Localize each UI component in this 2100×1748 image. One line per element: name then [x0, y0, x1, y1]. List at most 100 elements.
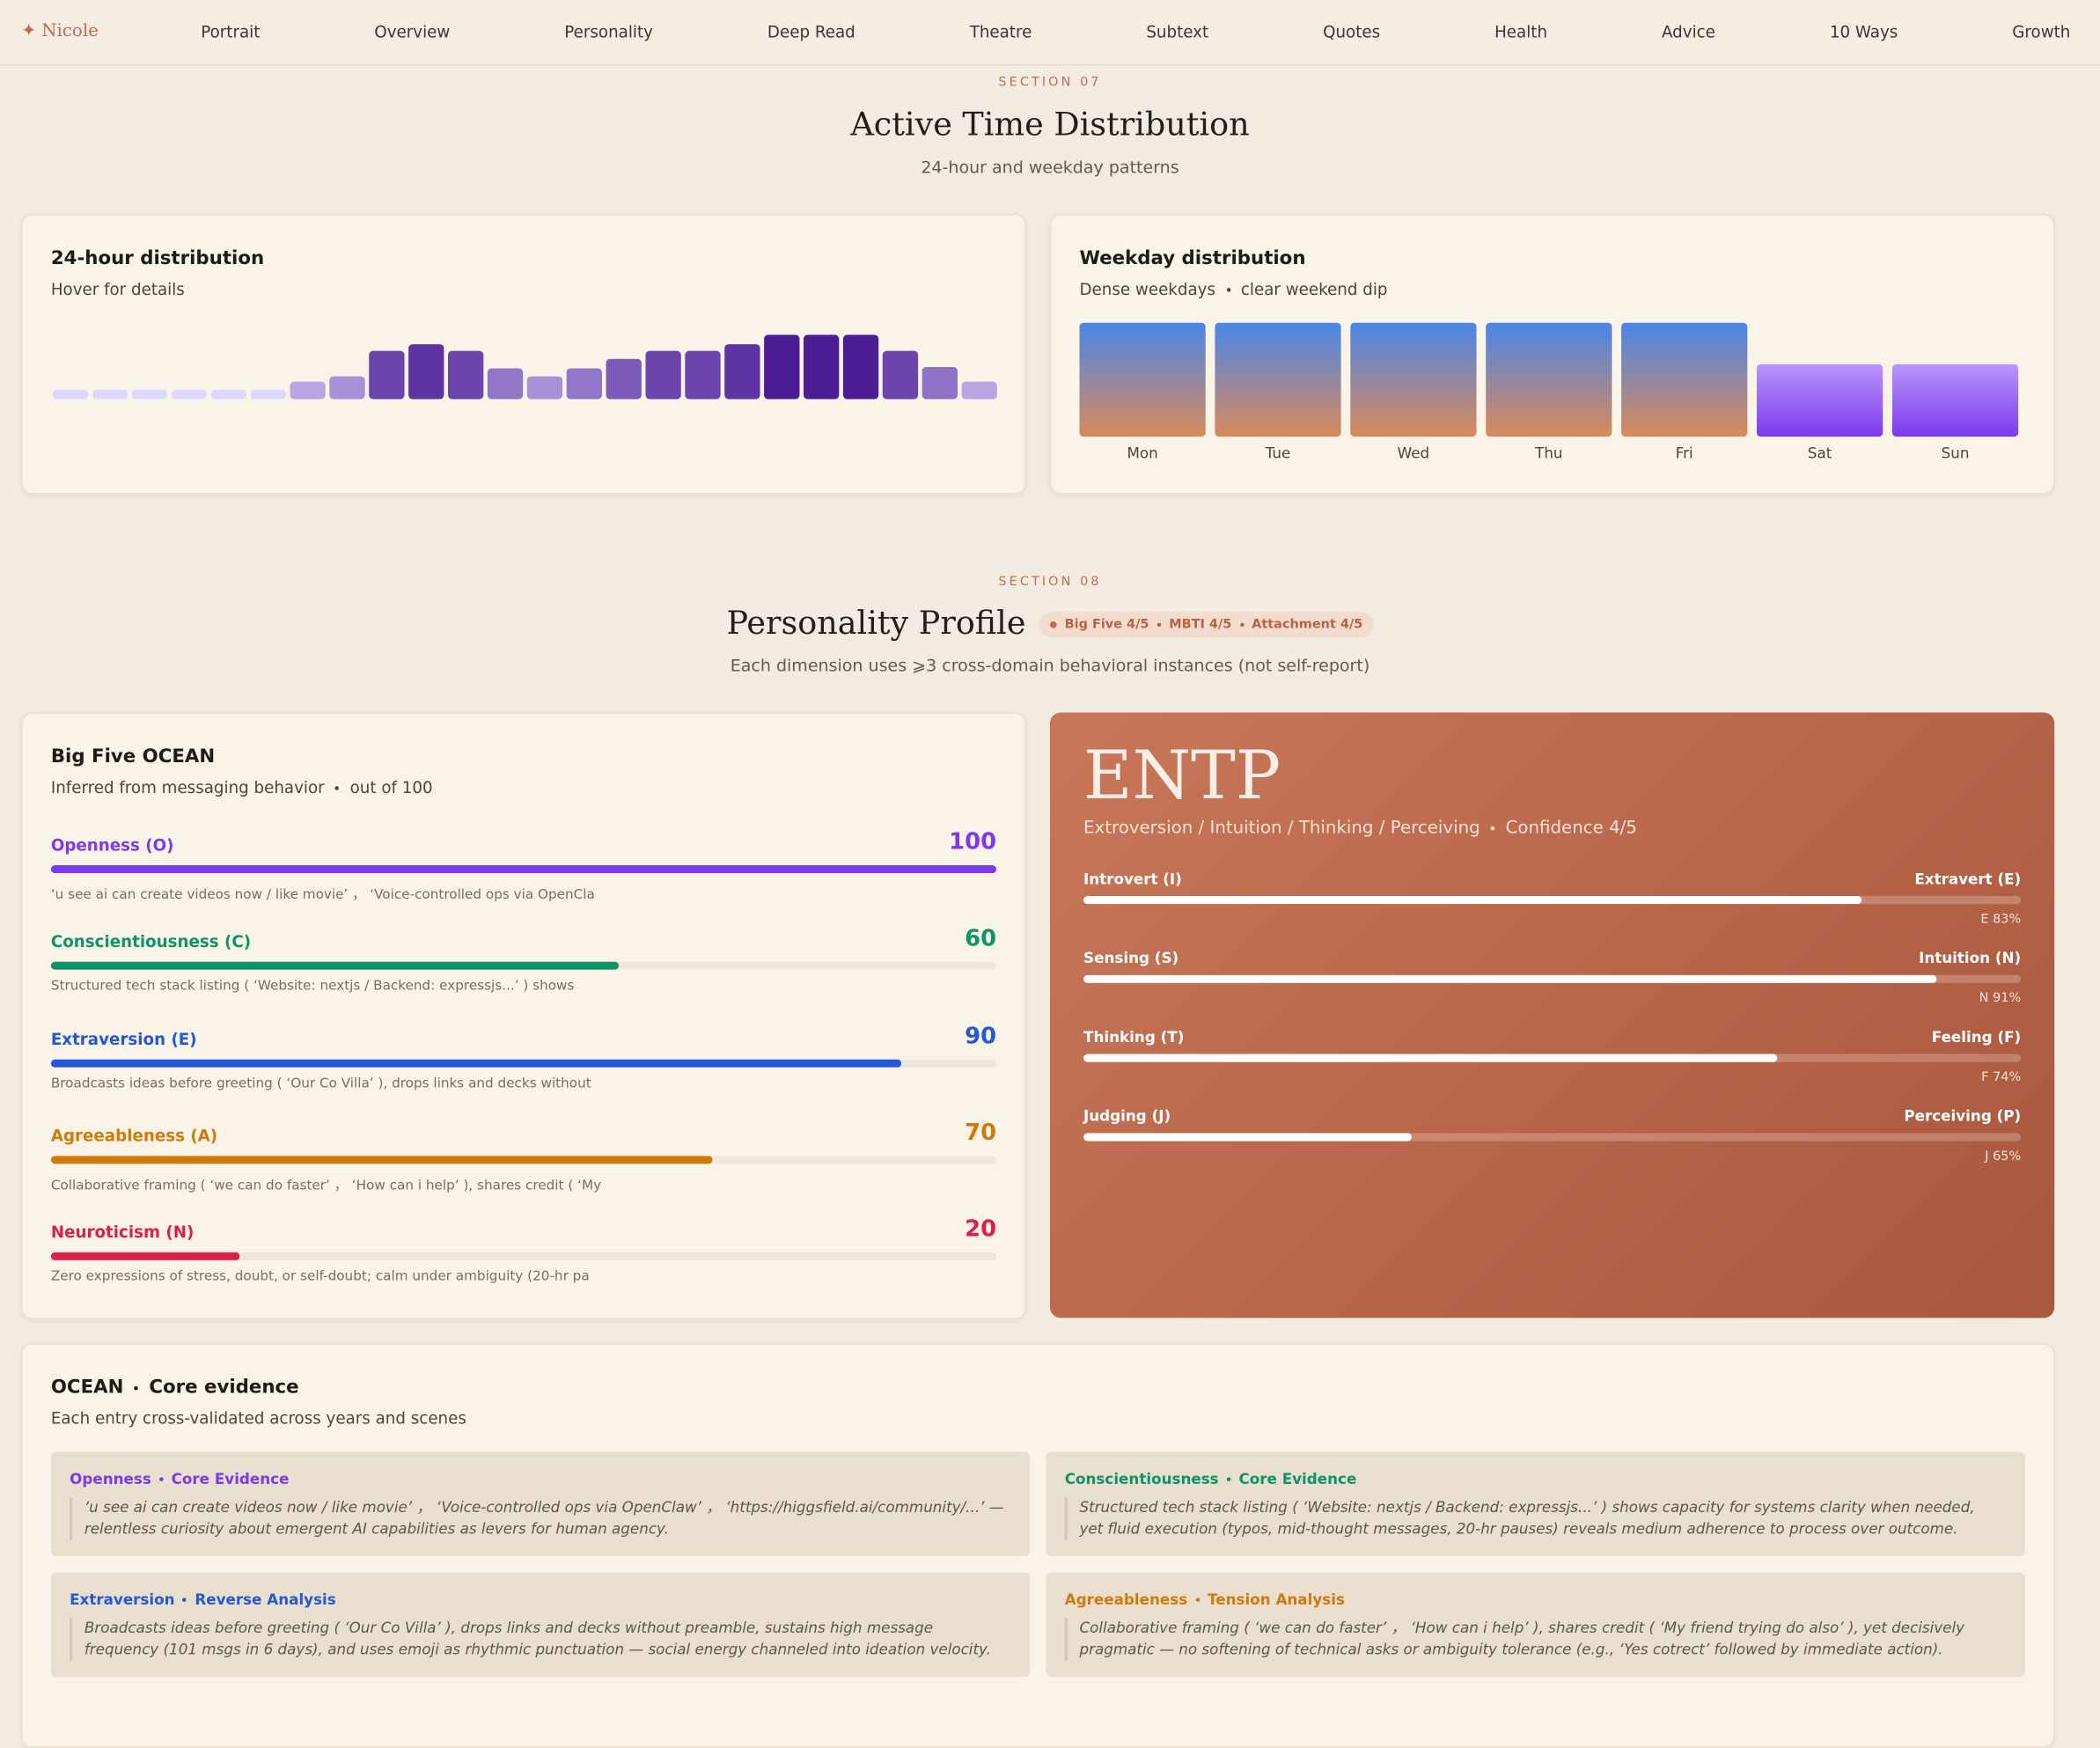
evidence-item: Conscientiousness Core Evidence Structured…	[1046, 1451, 2025, 1557]
trait: Openness	[70, 1470, 151, 1488]
brand[interactable]: ✦ Nicole	[21, 21, 99, 42]
mbti-card: ENTP Extroversion / Intuition / Thinking…	[1049, 712, 2055, 1318]
hour-bar[interactable]	[92, 389, 128, 400]
nav-link[interactable]: Subtext	[1146, 22, 1209, 42]
nav-link[interactable]: Deep Read	[767, 22, 855, 42]
nav-link[interactable]: Portrait	[201, 22, 261, 42]
hour-bar[interactable]	[329, 376, 365, 400]
card-subtitle: Dense weekdays clear weekend dip	[1079, 280, 1387, 298]
bar-track	[1083, 1133, 2022, 1142]
trait-bar	[50, 865, 997, 874]
hour-bar[interactable]	[131, 389, 168, 400]
trait-score: 100	[949, 828, 997, 856]
weekday-bar[interactable]	[1079, 322, 1206, 437]
card-title: 24-hour distribution	[50, 247, 265, 269]
card-subtitle: Each entry cross-validated across years …	[50, 1408, 466, 1429]
title-part: Core evidence	[149, 1377, 299, 1399]
trait-score: 90	[965, 1022, 997, 1050]
hour-bar[interactable]	[526, 376, 563, 400]
hour-bar[interactable]	[210, 389, 246, 400]
hourly-chart	[53, 334, 997, 400]
hour-bar[interactable]	[290, 381, 326, 400]
subtitle-part: Inferred from messaging behavior	[50, 778, 325, 797]
weekday-bar[interactable]	[1486, 322, 1612, 437]
bar-track	[50, 962, 997, 971]
hour-bar[interactable]	[566, 368, 602, 400]
nav-link[interactable]: Personality	[564, 22, 653, 42]
hour-bar[interactable]	[250, 389, 286, 400]
x-tick-label: Sat	[1808, 444, 1832, 461]
mbti-bar	[1083, 1133, 1412, 1142]
evidence-card: OCEAN Core evidence Each entry cross-vali…	[21, 1343, 2055, 1748]
weekday-bar[interactable]	[1621, 322, 1748, 437]
separator	[1156, 622, 1162, 628]
nav-links: Portrait Overview Personality Deep Read Thea…	[201, 23, 2070, 41]
hour-bar[interactable]	[487, 368, 524, 400]
badge: MBTI 4/5	[1169, 617, 1232, 633]
evidence-text: ‘u see ai can create videos now / like m…	[70, 1497, 1006, 1540]
hour-bar[interactable]	[53, 389, 89, 400]
hour-bar[interactable]	[369, 350, 405, 400]
nav-link[interactable]: Health	[1494, 22, 1548, 42]
weekday-bar[interactable]	[1350, 322, 1477, 437]
evidence-head: Openness Core Evidence	[70, 1471, 289, 1488]
weekday-bar[interactable]	[1891, 364, 2019, 437]
trait-score: 60	[965, 925, 997, 953]
subtitle-part: out of 100	[349, 778, 433, 797]
nav-link[interactable]: Overview	[374, 22, 451, 42]
nav-link[interactable]: 10 Ways	[1829, 22, 1898, 42]
section-title-row: Personality Profile Big Five 4/5 MBTI 4/5 A…	[0, 604, 2100, 642]
section-label: SECTION 07	[998, 75, 1102, 90]
nav-link[interactable]: Theatre	[969, 22, 1032, 42]
trait-bar	[50, 1156, 713, 1164]
mbti-summary: Extroversion / Intuition / Thinking / Pe…	[1083, 819, 1637, 839]
hour-bar[interactable]	[961, 381, 997, 400]
hour-bar[interactable]	[804, 334, 840, 400]
nav-link[interactable]: Quotes	[1323, 22, 1381, 42]
card-title: Weekday distribution	[1079, 247, 1306, 269]
big-five-card: Big Five OCEAN Inferred from messaging b…	[21, 712, 1026, 1319]
mbti-bar	[1083, 896, 1862, 905]
hour-bar[interactable]	[842, 334, 879, 400]
evidence-head: Extraversion Reverse Analysis	[70, 1591, 336, 1609]
pole-left: Thinking (T)	[1083, 1028, 1185, 1047]
weekday-bar[interactable]	[1757, 364, 1883, 437]
trait-bar	[50, 1252, 240, 1261]
hour-bar[interactable]	[685, 350, 721, 400]
section-label: SECTION 08	[998, 574, 1102, 590]
badge-dot	[1049, 621, 1057, 628]
hour-bar[interactable]	[408, 344, 444, 400]
hour-bar[interactable]	[764, 334, 800, 400]
x-tick-label: Thu	[1534, 444, 1562, 461]
hour-bar[interactable]	[724, 344, 760, 400]
pole-right: Perceiving (P)	[1904, 1107, 2022, 1126]
bar-track	[1083, 974, 2022, 983]
pole-left: Introvert (I)	[1083, 870, 1182, 888]
weekday-bar[interactable]	[1215, 322, 1341, 437]
nav-link[interactable]: Growth	[2012, 22, 2071, 42]
nav-link[interactable]: Advice	[1662, 22, 1715, 42]
value-label: F 74%	[1981, 1069, 2022, 1085]
bar-track	[50, 1156, 997, 1164]
summary: Extroversion / Intuition / Thinking / Pe…	[1083, 818, 1480, 839]
hour-bar[interactable]	[171, 389, 208, 400]
hour-bar[interactable]	[882, 350, 919, 400]
trait-score: 70	[965, 1119, 997, 1147]
card-title: OCEAN Core evidence	[51, 1377, 299, 1398]
pole-left: Sensing (S)	[1083, 949, 1179, 967]
evidence-text: Broadcasts ideas before greeting ( ‘Our …	[70, 1618, 1006, 1661]
evidence-text: Collaborative framing ( ‘we can do faste…	[1064, 1618, 2001, 1661]
separator	[1239, 622, 1245, 628]
kind: Core Evidence	[1238, 1470, 1357, 1488]
separator	[1195, 1597, 1200, 1602]
card-title: Big Five OCEAN	[50, 745, 216, 768]
section-title: Personality Profile	[726, 604, 1026, 642]
trait: Agreeableness	[1064, 1590, 1188, 1609]
hour-bar[interactable]	[922, 366, 958, 400]
hour-bar[interactable]	[606, 358, 642, 400]
hour-bar[interactable]	[448, 350, 484, 400]
body: ✦ Nicole Portrait Overview Personality Deep…	[0, 21, 2100, 1748]
hour-bar[interactable]	[645, 350, 681, 400]
title-part: OCEAN	[50, 1377, 124, 1399]
separator	[158, 1477, 164, 1481]
